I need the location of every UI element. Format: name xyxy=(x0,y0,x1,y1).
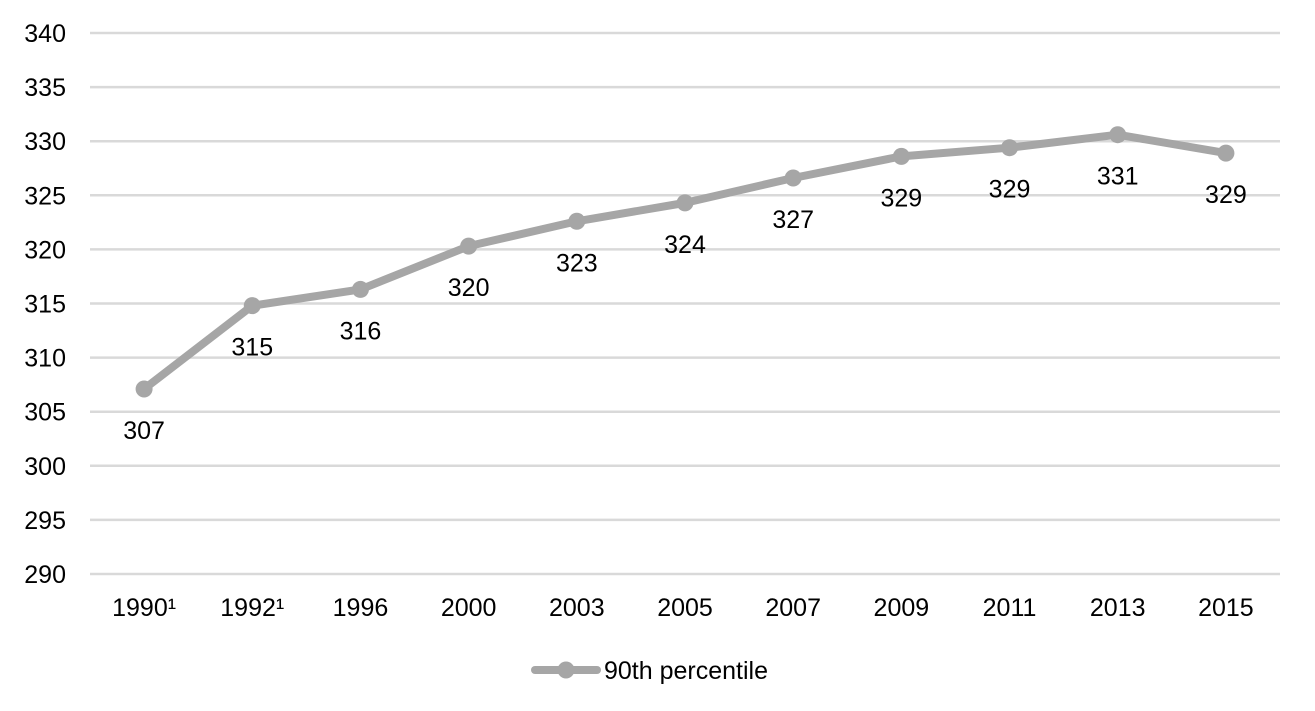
x-tick-label: 2007 xyxy=(765,594,821,622)
x-tick-label: 1990¹ xyxy=(112,594,176,622)
legend-label: 90th percentile xyxy=(604,657,768,685)
data-point-marker xyxy=(892,147,910,165)
legend-marker-swatch xyxy=(557,661,575,679)
x-tick-label: 2011 xyxy=(983,594,1037,622)
data-point-marker xyxy=(243,297,261,315)
data-label: 329 xyxy=(989,176,1031,204)
y-tick-label: 325 xyxy=(24,182,66,210)
data-label: 316 xyxy=(340,317,382,345)
y-tick-label: 295 xyxy=(24,507,66,535)
data-label: 331 xyxy=(1097,163,1139,191)
data-point-marker xyxy=(351,280,369,298)
y-tick-label: 340 xyxy=(24,20,66,48)
data-label: 307 xyxy=(123,417,165,445)
data-point-marker xyxy=(676,194,694,212)
x-tick-label: 1992¹ xyxy=(220,594,284,622)
data-point-marker xyxy=(784,169,802,187)
x-axis-tick-labels: 1990¹ 1992¹ 1996 2000 2003 2005 2007 2009 2011 20… xyxy=(112,594,1254,622)
x-tick-label: 2000 xyxy=(441,594,497,622)
data-point-marker xyxy=(135,380,153,398)
y-tick-label: 335 xyxy=(24,74,66,102)
y-tick-label: 330 xyxy=(24,128,66,156)
data-label: 320 xyxy=(448,274,490,302)
y-tick-label: 315 xyxy=(24,291,66,319)
data-point-marker xyxy=(1109,126,1127,144)
data-point-marker xyxy=(1217,144,1235,162)
data-label: 324 xyxy=(664,231,706,259)
y-tick-label: 300 xyxy=(24,453,66,481)
x-tick-label: 2013 xyxy=(1090,594,1146,622)
x-tick-label: 2009 xyxy=(874,594,930,622)
data-point-marker xyxy=(460,237,478,255)
y-tick-label: 320 xyxy=(24,236,66,264)
x-tick-label: 1996 xyxy=(333,594,389,622)
data-label: 327 xyxy=(772,206,814,234)
x-tick-label: 2015 xyxy=(1198,594,1254,622)
series-line xyxy=(140,130,1230,393)
x-tick-label: 2003 xyxy=(549,594,605,622)
data-label: 329 xyxy=(881,184,923,212)
y-tick-label: 290 xyxy=(24,561,66,589)
data-label: 329 xyxy=(1205,181,1247,209)
y-tick-label: 310 xyxy=(24,345,66,373)
series-90th-percentile xyxy=(135,126,1235,398)
y-axis-tick-labels: 290 295 300 305 310 315 320 325 330 335 340 xyxy=(24,20,66,589)
data-label: 315 xyxy=(231,334,273,362)
y-tick-label: 305 xyxy=(24,399,66,427)
x-tick-label: 2005 xyxy=(657,594,713,622)
data-labels: 307 315 316 320 323 324 327 329 329 331 329 xyxy=(123,163,1247,445)
data-point-marker xyxy=(568,212,586,230)
data-label: 323 xyxy=(556,249,598,277)
data-point-marker xyxy=(1001,139,1019,157)
legend: 90th percentile xyxy=(531,657,768,685)
